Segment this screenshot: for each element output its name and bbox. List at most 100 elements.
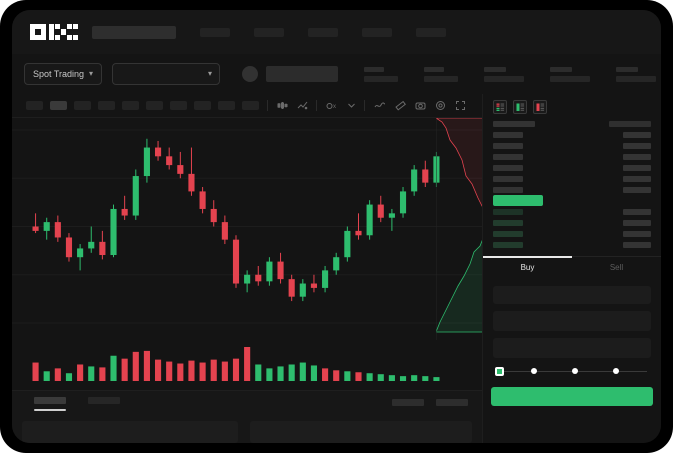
right-column: Buy Sell xyxy=(482,94,661,443)
order-form-tabs: Buy Sell xyxy=(483,256,661,278)
stat-value xyxy=(364,75,399,82)
ob-price xyxy=(493,208,523,215)
nav-item-2[interactable] xyxy=(254,27,284,37)
trading-mode-select[interactable]: Spot Trading ▾ xyxy=(24,63,103,85)
header-search-field[interactable] xyxy=(92,25,176,39)
table-row[interactable] xyxy=(493,184,651,195)
timeframe-button-7[interactable] xyxy=(170,101,187,110)
timeframe-button-4[interactable] xyxy=(98,101,115,110)
table-row[interactable] xyxy=(493,206,651,217)
ruler-icon[interactable] xyxy=(395,100,406,111)
price-chart[interactable] xyxy=(12,118,482,333)
trendline-icon[interactable] xyxy=(374,100,386,111)
timeframe-button-1[interactable] xyxy=(26,101,43,110)
fullscreen-icon[interactable] xyxy=(455,100,466,111)
ob-size xyxy=(623,230,651,237)
pair-select[interactable]: ▾ xyxy=(112,63,221,85)
bottom-action-1[interactable] xyxy=(392,399,424,406)
order-amount-input[interactable] xyxy=(493,311,651,331)
submit-buy-button[interactable] xyxy=(491,387,653,406)
orderbook-display-modes xyxy=(483,94,661,118)
tab-order-history[interactable] xyxy=(88,397,120,411)
timeframe-button-2[interactable] xyxy=(50,101,67,110)
order-amount-slider[interactable] xyxy=(495,365,649,379)
timeframe-button-10[interactable] xyxy=(242,101,259,110)
tab-underline xyxy=(34,409,66,411)
candlestick-chart-icon[interactable] xyxy=(277,100,288,111)
stat-24h-low xyxy=(550,66,591,82)
ob-price xyxy=(493,241,523,248)
ob-size xyxy=(623,175,651,182)
app-screen: Spot Trading ▾ ▾ xyxy=(12,10,661,443)
bottom-cards xyxy=(12,421,482,443)
volume-canvas xyxy=(32,347,440,381)
timeframe-button-6[interactable] xyxy=(146,101,163,110)
orderbook-both-icon[interactable] xyxy=(493,100,507,114)
tab-label xyxy=(88,397,120,404)
instrument-bar: Spot Trading ▾ ▾ xyxy=(12,54,661,94)
slider-mark-25[interactable] xyxy=(531,368,537,374)
timeframe-button-9[interactable] xyxy=(218,101,235,110)
orderbook-last-price xyxy=(493,195,651,206)
bottom-panel xyxy=(12,390,482,443)
orderbook-asks-icon[interactable] xyxy=(533,100,547,114)
order-total-input[interactable] xyxy=(493,338,651,358)
ob-col-price xyxy=(493,121,535,127)
indicators-icon[interactable]: x xyxy=(326,100,338,111)
ob-size xyxy=(623,164,651,171)
nav-item-3[interactable] xyxy=(308,27,338,37)
stat-label xyxy=(364,66,385,72)
nav-item-4[interactable] xyxy=(362,27,392,37)
slider-mark-50[interactable] xyxy=(572,368,578,374)
tab-buy[interactable]: Buy xyxy=(483,256,572,278)
ob-size xyxy=(623,186,651,193)
pair-coin-icon xyxy=(242,66,259,82)
tab-sell[interactable]: Sell xyxy=(609,263,624,272)
nav-item-1[interactable] xyxy=(200,27,230,37)
table-row[interactable] xyxy=(493,140,651,151)
nav-item-5[interactable] xyxy=(416,27,446,37)
camera-icon[interactable] xyxy=(415,100,426,111)
ob-price xyxy=(493,142,523,149)
table-row[interactable] xyxy=(493,239,651,250)
table-row[interactable] xyxy=(493,173,651,184)
stat-24h-change xyxy=(424,66,459,82)
line-chart-icon[interactable] xyxy=(297,100,308,111)
ob-price xyxy=(493,164,523,171)
timeframe-button-5[interactable] xyxy=(122,101,139,110)
table-row[interactable] xyxy=(493,151,651,162)
timeframe-button-3[interactable] xyxy=(74,101,91,110)
timeframe-button-8[interactable] xyxy=(194,101,211,110)
slider-mark-75[interactable] xyxy=(613,368,619,374)
ob-size xyxy=(623,153,651,160)
table-row[interactable] xyxy=(493,129,651,140)
bottom-tabs xyxy=(12,397,120,411)
chart-toolbar: x xyxy=(12,94,482,118)
ob-price xyxy=(493,186,523,193)
table-row[interactable] xyxy=(493,217,651,228)
okx-logo[interactable] xyxy=(30,24,78,40)
tab-label xyxy=(34,397,66,404)
tab-open-orders[interactable] xyxy=(34,397,66,411)
ob-price xyxy=(493,219,523,226)
ob-size xyxy=(623,219,651,226)
volume-chart[interactable] xyxy=(12,333,482,390)
bottom-card-1[interactable] xyxy=(22,421,239,443)
stat-label xyxy=(424,66,445,72)
stat-label xyxy=(616,66,639,72)
bottom-action-2[interactable] xyxy=(436,399,468,406)
bottom-card-2[interactable] xyxy=(250,421,472,443)
settings-icon[interactable] xyxy=(435,100,446,111)
chevron-down-icon: ▾ xyxy=(89,69,94,78)
compare-icon[interactable] xyxy=(347,101,356,110)
orderbook-bids-icon[interactable] xyxy=(513,100,527,114)
order-price-input[interactable] xyxy=(493,286,651,304)
orderbook-asks xyxy=(483,129,661,250)
ob-price xyxy=(493,175,523,182)
table-row[interactable] xyxy=(493,162,651,173)
table-row[interactable] xyxy=(493,228,651,239)
slider-knob[interactable] xyxy=(495,367,504,376)
tab-underline xyxy=(88,409,120,411)
chevron-down-icon: ▾ xyxy=(208,69,213,78)
toolbar-divider xyxy=(267,100,268,111)
